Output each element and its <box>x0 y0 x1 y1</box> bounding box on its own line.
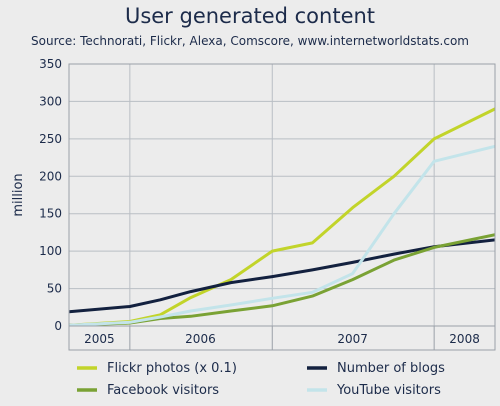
x-tick-label: 2007 <box>337 332 368 346</box>
series-lines <box>69 107 495 326</box>
plot-area <box>69 64 495 326</box>
y-tick-label: 200 <box>39 169 62 183</box>
y-tick-label: 0 <box>54 319 62 333</box>
legend-label: Number of blogs <box>337 361 445 376</box>
legend-label: YouTube visitors <box>336 383 441 398</box>
legend-label: Facebook visitors <box>107 383 219 398</box>
x-axis-band <box>68 325 496 351</box>
y-tick-label: 150 <box>39 207 62 221</box>
y-tick-label: 50 <box>47 282 62 296</box>
y-axis-label: million <box>11 173 26 216</box>
y-tick-label: 350 <box>39 57 62 71</box>
series-line-1 <box>69 238 495 314</box>
plot-border <box>68 63 496 327</box>
y-axis-ticks: 0 50 100 150 200 250 300 350 <box>39 57 62 333</box>
series-line-0 <box>69 107 495 326</box>
x-tick-label: 2008 <box>449 332 480 346</box>
x-tick-label: 2006 <box>185 332 216 346</box>
chart-subtitle: Source: Technorati, Flickr, Alexa, Comsc… <box>31 34 469 48</box>
y-tick-label: 300 <box>39 94 62 108</box>
y-tick-label: 100 <box>39 244 62 258</box>
x-tick-label: 2005 <box>84 332 115 346</box>
legend-label: Flickr photos (x 0.1) <box>107 361 237 376</box>
series-line-3 <box>69 144 495 326</box>
legend: Flickr photos (x 0.1) Number of blogs Face… <box>77 361 445 398</box>
chart-title: User generated content <box>124 4 376 28</box>
y-tick-label: 250 <box>39 132 62 146</box>
x-axis-years: 2005 2006 2007 2008 <box>68 325 496 351</box>
